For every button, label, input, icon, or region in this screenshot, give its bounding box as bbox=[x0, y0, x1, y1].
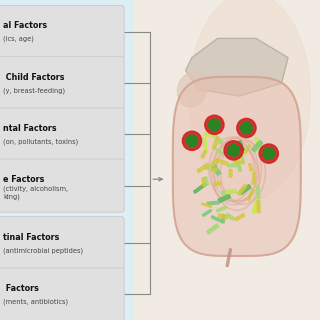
FancyArrow shape bbox=[252, 140, 263, 152]
FancyArrow shape bbox=[222, 189, 236, 195]
FancyArrow shape bbox=[248, 189, 254, 201]
FancyArrow shape bbox=[252, 200, 260, 213]
FancyBboxPatch shape bbox=[0, 217, 124, 270]
FancyArrow shape bbox=[212, 137, 219, 149]
FancyArrow shape bbox=[197, 164, 209, 172]
FancyArrow shape bbox=[228, 164, 239, 167]
FancyArrow shape bbox=[202, 178, 205, 186]
FancyArrow shape bbox=[194, 183, 206, 193]
Circle shape bbox=[237, 118, 256, 138]
Text: ntal Factors: ntal Factors bbox=[3, 124, 57, 133]
Text: (y, breast-feeding): (y, breast-feeding) bbox=[3, 87, 65, 94]
FancyArrow shape bbox=[226, 189, 236, 194]
FancyArrow shape bbox=[255, 144, 265, 154]
Circle shape bbox=[263, 148, 275, 159]
Ellipse shape bbox=[189, 0, 310, 200]
Ellipse shape bbox=[177, 72, 207, 107]
FancyArrow shape bbox=[235, 214, 245, 221]
Text: (ments, antibiotics): (ments, antibiotics) bbox=[3, 298, 68, 305]
FancyArrow shape bbox=[229, 169, 232, 177]
Text: Factors: Factors bbox=[3, 284, 39, 293]
FancyArrow shape bbox=[218, 194, 231, 203]
FancyArrow shape bbox=[257, 201, 260, 213]
FancyBboxPatch shape bbox=[0, 5, 124, 59]
Text: tinal Factors: tinal Factors bbox=[3, 233, 60, 242]
FancyBboxPatch shape bbox=[0, 268, 124, 320]
FancyArrow shape bbox=[255, 137, 262, 152]
FancyArrow shape bbox=[234, 152, 245, 163]
FancyArrow shape bbox=[206, 167, 216, 170]
FancyArrow shape bbox=[244, 145, 251, 154]
FancyArrow shape bbox=[237, 184, 247, 196]
FancyArrow shape bbox=[213, 134, 223, 144]
FancyBboxPatch shape bbox=[0, 108, 124, 161]
FancyArrow shape bbox=[207, 201, 219, 205]
FancyArrow shape bbox=[239, 151, 244, 164]
Circle shape bbox=[228, 145, 239, 156]
FancyArrow shape bbox=[249, 164, 252, 171]
FancyArrow shape bbox=[257, 186, 260, 199]
FancyArrow shape bbox=[203, 138, 207, 151]
FancyArrow shape bbox=[236, 161, 242, 172]
Polygon shape bbox=[186, 38, 288, 96]
FancyBboxPatch shape bbox=[0, 57, 124, 110]
FancyArrow shape bbox=[190, 134, 195, 145]
FancyArrow shape bbox=[230, 141, 237, 150]
FancyArrow shape bbox=[207, 224, 219, 234]
FancyArrow shape bbox=[201, 203, 212, 208]
Circle shape bbox=[241, 122, 252, 134]
FancyArrow shape bbox=[211, 216, 223, 223]
FancyBboxPatch shape bbox=[0, 159, 124, 212]
FancyArrow shape bbox=[226, 213, 235, 220]
FancyArrow shape bbox=[202, 209, 212, 216]
Text: (ctivity, alcoholism,
king): (ctivity, alcoholism, king) bbox=[3, 186, 68, 200]
Text: al Factors: al Factors bbox=[3, 21, 47, 30]
FancyArrow shape bbox=[214, 181, 221, 186]
FancyArrow shape bbox=[218, 214, 228, 219]
FancyArrow shape bbox=[216, 159, 228, 165]
FancyArrow shape bbox=[216, 148, 224, 156]
Text: (on, pollutants, toxins): (on, pollutants, toxins) bbox=[3, 138, 78, 145]
FancyArrow shape bbox=[201, 150, 207, 158]
Text: (antimicrobial peptides): (antimicrobial peptides) bbox=[3, 247, 83, 254]
Bar bbox=[134, 0, 320, 320]
Circle shape bbox=[224, 141, 243, 160]
Circle shape bbox=[209, 119, 220, 131]
Polygon shape bbox=[173, 77, 301, 256]
FancyArrow shape bbox=[233, 160, 243, 163]
FancyArrow shape bbox=[239, 185, 251, 195]
Circle shape bbox=[259, 144, 278, 163]
Text: e Factors: e Factors bbox=[3, 175, 44, 184]
FancyArrow shape bbox=[216, 206, 227, 212]
Text: (ics, age): (ics, age) bbox=[3, 36, 34, 43]
FancyArrow shape bbox=[203, 177, 209, 186]
Circle shape bbox=[186, 135, 198, 147]
Circle shape bbox=[182, 131, 202, 150]
FancyArrow shape bbox=[253, 172, 256, 184]
Circle shape bbox=[205, 115, 224, 134]
FancyArrow shape bbox=[204, 132, 216, 137]
FancyArrow shape bbox=[212, 164, 221, 175]
FancyArrow shape bbox=[211, 159, 219, 167]
FancyArrow shape bbox=[221, 214, 224, 223]
FancyArrow shape bbox=[211, 168, 218, 172]
FancyArrow shape bbox=[237, 140, 244, 151]
Text: Child Factors: Child Factors bbox=[3, 73, 65, 82]
